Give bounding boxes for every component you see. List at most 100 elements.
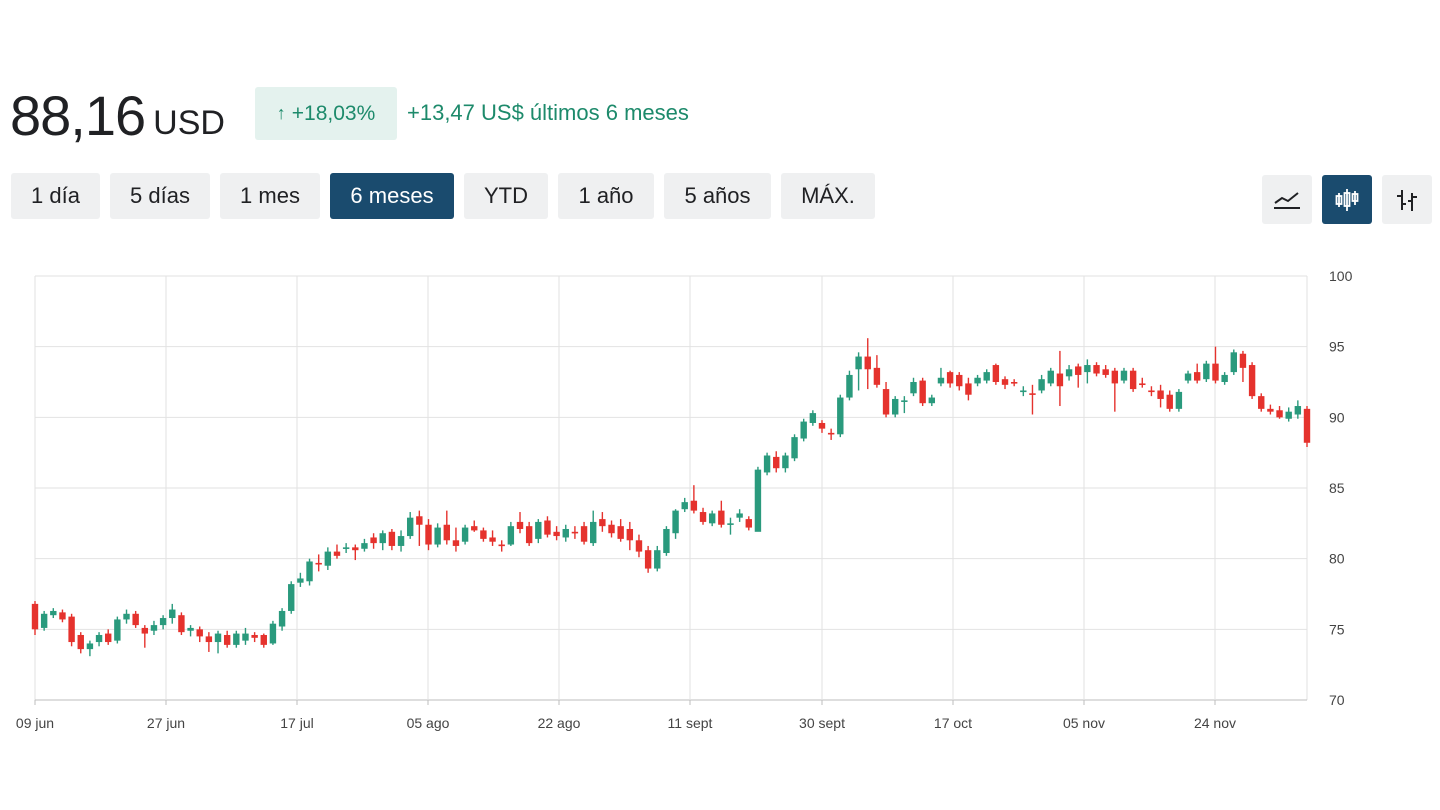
candle-body (910, 382, 917, 394)
y-tick-label: 80 (1329, 551, 1345, 567)
range-6m-button[interactable]: 6 meses (330, 173, 454, 219)
candle-body (837, 397, 844, 435)
candle-body (974, 377, 981, 384)
candlestick-chart-button[interactable] (1322, 175, 1372, 224)
candle-body (1111, 370, 1119, 384)
x-tick-label: 09 jun (16, 715, 54, 731)
candle (214, 630, 222, 654)
candle-body (992, 365, 1000, 382)
candle (800, 418, 807, 442)
candle (288, 581, 295, 614)
candle-body (818, 422, 826, 429)
candle (443, 510, 451, 545)
candle (974, 374, 981, 387)
candle (1038, 374, 1045, 394)
candle (59, 609, 66, 623)
y-tick-label: 75 (1329, 621, 1345, 637)
candle-body (452, 540, 460, 546)
candle-body (525, 526, 533, 544)
candle (937, 367, 945, 387)
candle-body (324, 551, 332, 566)
candle (663, 526, 670, 556)
range-1d-button[interactable]: 1 día (11, 173, 100, 219)
candle (141, 625, 149, 648)
candle (846, 370, 853, 401)
candle-body (699, 512, 707, 522)
candle (983, 369, 990, 384)
candle-body (553, 531, 560, 537)
x-tick-label: 05 nov (1063, 715, 1105, 731)
candle (1139, 377, 1146, 388)
candle (1157, 384, 1164, 408)
candle-body (937, 377, 945, 384)
candle (535, 519, 542, 544)
candle (672, 509, 679, 539)
candle (1020, 386, 1027, 397)
candle-body (223, 634, 231, 645)
candle-body (1230, 352, 1237, 373)
candle (1184, 370, 1192, 384)
candle (306, 558, 313, 586)
range-1m-button[interactable]: 1 mes (220, 173, 320, 219)
y-axis: 100 95 90 85 80 75 70 (1329, 268, 1353, 708)
candle (882, 382, 890, 418)
candle (708, 510, 716, 527)
range-5y-button[interactable]: 5 años (664, 173, 771, 219)
candle-body (1038, 379, 1045, 391)
candle-body (178, 615, 185, 633)
x-axis: 09 jun 27 jun 17 jul 05 ago 22 ago 11 sept 30 … (16, 700, 1236, 731)
candle-body (873, 367, 881, 385)
change-percent: +18,03% (291, 101, 376, 125)
range-5d-button[interactable]: 5 días (110, 173, 210, 219)
candle (919, 377, 926, 407)
ohlc-chart-button[interactable] (1382, 175, 1432, 224)
candle-body (397, 536, 405, 546)
x-tick-label: 24 nov (1194, 715, 1236, 731)
candle (818, 420, 826, 433)
candle (910, 377, 917, 397)
candle-body (416, 516, 423, 525)
candle-body (31, 603, 39, 630)
candle (1230, 349, 1237, 375)
candle-body (1239, 353, 1247, 368)
candle-body (1276, 410, 1283, 418)
range-max-button[interactable]: MÁX. (781, 173, 875, 219)
price-currency: USD (153, 104, 225, 142)
candle-body (77, 634, 84, 650)
candle-body (690, 500, 698, 511)
candle-body (1203, 363, 1210, 380)
candle-body (141, 627, 149, 634)
candle-body (1065, 369, 1073, 377)
candle-body (123, 613, 130, 620)
candle (928, 394, 936, 407)
candle (1212, 346, 1219, 384)
candle-body (1029, 393, 1036, 395)
line-chart-button[interactable] (1262, 175, 1312, 224)
x-tick-label: 11 sept (668, 715, 713, 731)
range-1y-button[interactable]: 1 año (558, 173, 654, 219)
candle (406, 512, 414, 539)
candle-body (1248, 365, 1256, 397)
candle (132, 610, 139, 628)
range-ytd-button[interactable]: YTD (464, 173, 548, 219)
candle (718, 500, 725, 528)
candle-body (827, 432, 835, 435)
range-selector: 1 día 5 días 1 mes 6 meses YTD 1 año 5 a… (11, 173, 885, 219)
candle-body (260, 634, 267, 645)
candle-body (361, 543, 368, 549)
candle-body (562, 528, 569, 538)
candle (727, 517, 734, 535)
candle-body (169, 609, 176, 619)
candle (461, 524, 469, 545)
candle (763, 452, 771, 476)
candle-body (68, 616, 75, 643)
x-tick-label: 22 ago (538, 715, 581, 731)
candle (681, 497, 688, 513)
candle (242, 627, 249, 645)
candle (1102, 365, 1109, 378)
candle (269, 620, 277, 645)
candle-body (882, 389, 890, 415)
candle-body (928, 397, 936, 404)
candle-body (708, 513, 716, 524)
change-period-text: +13,47 US$ últimos 6 meses (407, 100, 689, 125)
